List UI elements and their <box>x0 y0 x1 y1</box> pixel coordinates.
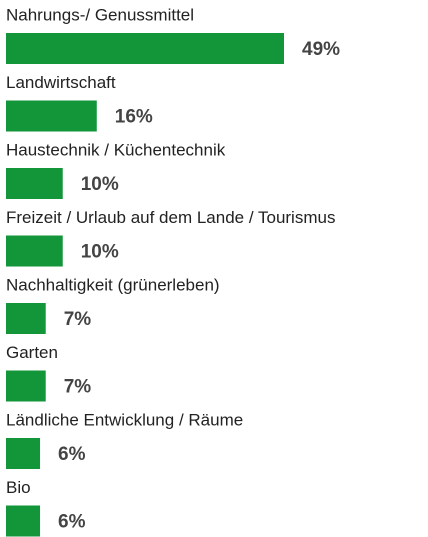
category-label: Freizeit / Urlaub auf dem Lande / Touris… <box>6 208 335 227</box>
value-label: 7% <box>64 377 92 398</box>
value-label: 6% <box>58 512 86 533</box>
category-label: Ländliche Entwicklung / Räume <box>6 410 243 429</box>
category-label: Haustechnik / Küchentechnik <box>6 140 226 159</box>
value-label: 16% <box>115 107 153 128</box>
category-label: Nachhaltigkeit (grünerleben) <box>6 275 220 294</box>
category-label: Bio <box>6 478 31 497</box>
value-label: 6% <box>58 444 86 465</box>
value-label: 10% <box>81 174 119 195</box>
value-label: 10% <box>81 242 119 263</box>
value-label: 49% <box>302 39 340 60</box>
bar <box>6 303 46 334</box>
bar <box>6 438 41 469</box>
bar <box>6 370 46 402</box>
category-label: Nahrungs-/ Genussmittel <box>6 5 194 24</box>
category-label: Garten <box>6 343 58 362</box>
bar <box>6 100 97 132</box>
bar <box>6 33 284 64</box>
bar <box>6 235 63 267</box>
bar <box>6 168 63 199</box>
value-label: 7% <box>64 309 92 330</box>
category-label: Landwirtschaft <box>6 73 116 92</box>
bar <box>6 505 41 537</box>
